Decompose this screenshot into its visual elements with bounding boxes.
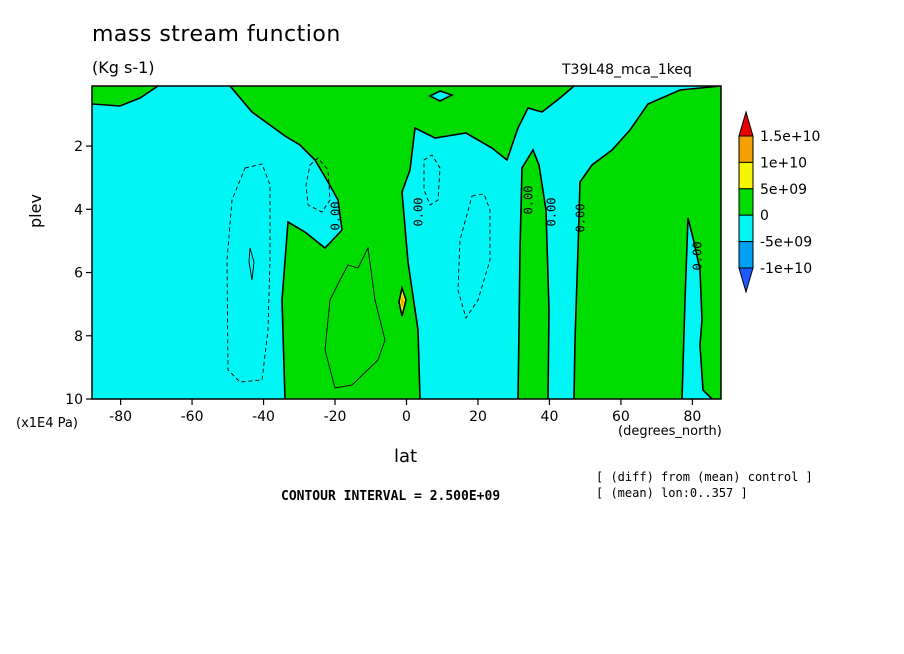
x-tick-label: 60 (612, 409, 630, 425)
colorbar-box (738, 188, 754, 216)
contour-label: 0.00 (329, 202, 343, 231)
note-mean: [ (mean) lon:0..357 ] (596, 486, 748, 500)
colorbar-box (738, 161, 754, 190)
x-tick-label: -40 (252, 409, 275, 425)
contour-label: 0.00 (574, 204, 588, 233)
positive-spot-inner (401, 296, 404, 308)
contour-label: 0.00 (522, 186, 536, 215)
colorbar-label: 1e+10 (760, 155, 807, 171)
colorbar-label: -1e+10 (760, 261, 812, 277)
chart-units: (Kg s-1) (92, 58, 155, 77)
colorbar-label: 5e+09 (760, 182, 807, 198)
positive-region-top-left (92, 86, 158, 106)
x-tick-label: -80 (109, 409, 132, 425)
y-axis: 2 4 6 8 10 (65, 139, 92, 408)
x-axis-units: (degrees_north) (618, 424, 722, 439)
chart-title: mass stream function (92, 22, 341, 47)
colorbar-box (738, 241, 754, 269)
x-tick-label: 0 (402, 409, 411, 425)
zero-contour-lines (92, 86, 721, 399)
colorbar-label: 1.5e+10 (760, 129, 820, 145)
contour-label: 0.00 (412, 198, 426, 227)
x-tick-label: 40 (541, 409, 559, 425)
y-axis-units: (x1E4 Pa) (16, 416, 78, 431)
colorbar-top-arrow (738, 110, 754, 137)
x-tick-label: -60 (181, 409, 204, 425)
positive-region-central (230, 86, 574, 399)
y-tick-label: 6 (74, 266, 83, 282)
x-tick-label: 80 (683, 409, 701, 425)
y-tick-label: 8 (74, 329, 83, 345)
note-diff: [ (diff) from (mean) control ] (596, 470, 813, 484)
run-label: T39L48_mca_1keq (562, 62, 692, 78)
x-axis-label: lat (394, 446, 418, 467)
colorbar-box (738, 214, 754, 243)
negative-region-north-inner (682, 218, 712, 399)
colorbar-bottom-arrow (738, 267, 754, 294)
contour-interval: CONTOUR INTERVAL = 2.500E+09 (281, 489, 501, 504)
x-tick-label: -20 (324, 409, 347, 425)
y-tick-label: 2 (74, 139, 83, 155)
y-tick-label: 4 (74, 202, 83, 218)
colorbar: 1.5e+10 1e+10 5e+09 0 -5e+09 -1e+10 (738, 110, 820, 294)
x-tick-label: 20 (469, 409, 487, 425)
positive-region-band-40 (518, 150, 549, 399)
contour-label: 0.00 (691, 242, 705, 271)
x-axis: -80 -60 -40 -20 0 20 40 60 80 (109, 399, 701, 425)
colorbar-label: -5e+09 (760, 235, 812, 251)
dashed-contour-lines (226, 154, 491, 383)
colorbar-label: 0 (760, 208, 769, 224)
solid-thin-contours (248, 246, 386, 389)
y-tick-label: 10 (65, 392, 83, 408)
contour-labels: 0.00 0.00 0.00 0.00 0.00 0.00 (329, 186, 705, 271)
contour-label: 0.00 (545, 198, 559, 227)
positive-blob-left (300, 372, 310, 384)
colorbar-box (738, 135, 754, 163)
